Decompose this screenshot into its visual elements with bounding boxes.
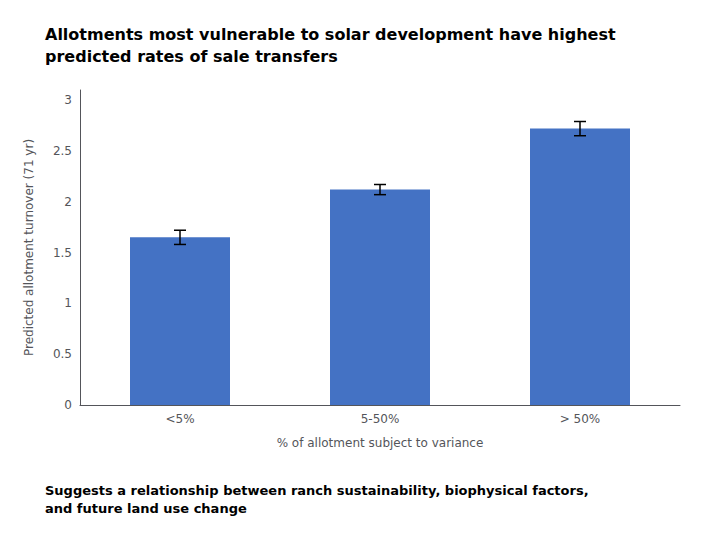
svg-text:1.5: 1.5 — [53, 246, 72, 260]
svg-text:<5%: <5% — [165, 412, 194, 426]
svg-text:1: 1 — [64, 296, 72, 310]
svg-text:0.5: 0.5 — [53, 347, 72, 361]
svg-text:% of allotment subject to vari: % of allotment subject to variance — [277, 436, 484, 450]
svg-text:5-50%: 5-50% — [361, 412, 400, 426]
svg-text:Allotments most vulnerable to: Allotments most vulnerable to solar deve… — [45, 25, 616, 44]
svg-text:2.5: 2.5 — [53, 144, 72, 158]
svg-text:Predicted allotment turnover (: Predicted allotment turnover (71 yr) — [22, 139, 36, 356]
svg-text:predicted rates of sale transf: predicted rates of sale transfers — [45, 47, 338, 66]
svg-text:> 50%: > 50% — [560, 412, 601, 426]
svg-text:3: 3 — [64, 93, 72, 107]
svg-text:and future land use change: and future land use change — [45, 501, 247, 516]
svg-text:0: 0 — [64, 398, 72, 412]
svg-text:2: 2 — [64, 195, 72, 209]
svg-text:Suggests a relationship betwee: Suggests a relationship between ranch su… — [45, 483, 589, 498]
